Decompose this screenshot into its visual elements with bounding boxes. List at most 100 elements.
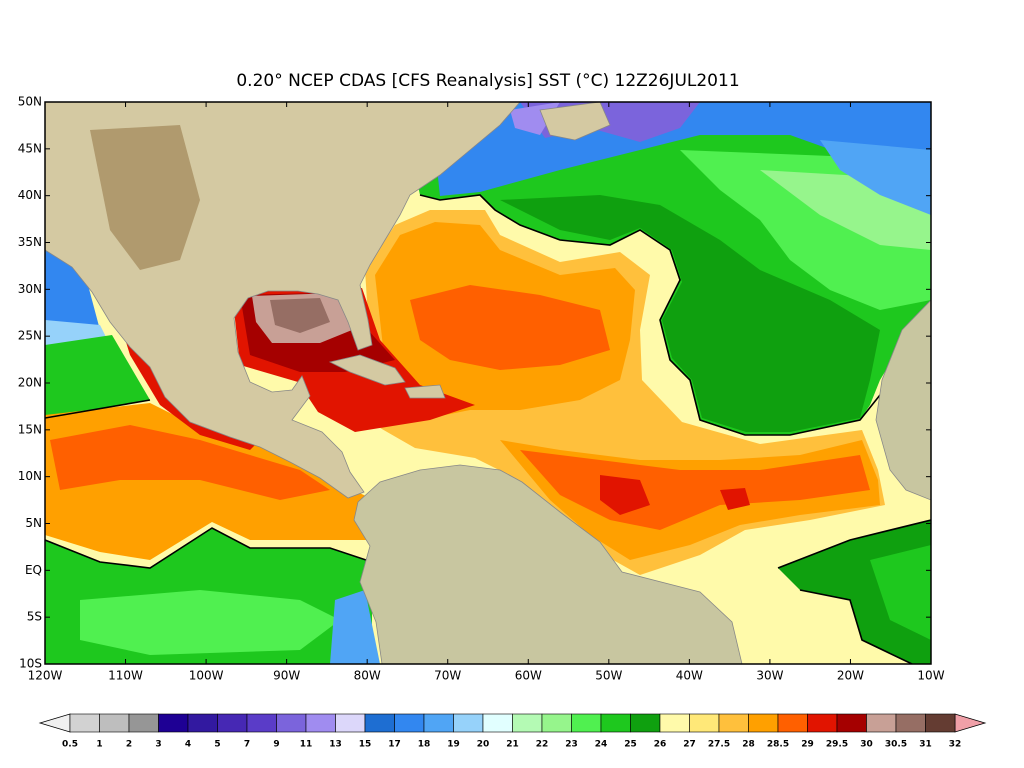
lat-label: 20N [18, 376, 42, 390]
colorbar-label: 28 [742, 740, 755, 750]
sst-zone-darkorange [50, 425, 330, 500]
lat-label: 30N [18, 282, 42, 296]
lat-label: 5N [25, 516, 42, 530]
lon-label: 80W [354, 669, 381, 683]
lat-label: 10S [19, 657, 42, 671]
colorbar-label: 26 [654, 740, 667, 750]
colorbar-box [777, 713, 808, 733]
colorbar-label: 7 [244, 740, 250, 750]
hispaniola [404, 384, 446, 399]
colorbar-box [364, 713, 395, 733]
lon-label: 110W [108, 669, 143, 683]
colorbar-box [69, 713, 100, 733]
sst-zone-red [110, 290, 260, 450]
south-america [353, 464, 743, 664]
colorbar-label: 31 [919, 740, 932, 750]
lon-label: 20W [837, 669, 864, 683]
colorbar-box [807, 713, 838, 733]
colorbar-label: 15 [359, 740, 372, 750]
lon-label: 70W [434, 669, 461, 683]
map-field [45, 102, 931, 664]
colorbar-label: 17 [388, 740, 401, 750]
contour-line [777, 519, 931, 569]
colorbar-label: 32 [949, 740, 962, 750]
colorbar-label: 4 [185, 740, 191, 750]
colorbar-box [453, 713, 484, 733]
colorbar-label: 13 [329, 740, 342, 750]
colorbar-box [187, 713, 218, 733]
colorbar-box [512, 713, 543, 733]
colorbar-label: 20 [477, 740, 490, 750]
colorbar-box [246, 713, 277, 733]
colorbar-label: 29.5 [826, 740, 848, 750]
sst-zone-blue [330, 590, 380, 664]
lon-label: 120W [28, 669, 63, 683]
colorbar-box [335, 713, 366, 733]
sst-zone-darkbrown [270, 298, 330, 333]
colorbar-box [630, 713, 661, 733]
sst-zone-darkorange [520, 450, 870, 530]
colorbar-box [895, 713, 926, 733]
colorbar-box [718, 713, 749, 733]
colorbar-label: 29 [801, 740, 814, 750]
colorbar-box [217, 713, 248, 733]
lat-label: 5S [27, 610, 42, 624]
lon-label: 100W [189, 669, 224, 683]
colorbar-label: 27 [683, 740, 696, 750]
colorbar-label: 3 [155, 740, 161, 750]
lat-label: 15N [18, 422, 42, 436]
sst-zone-red [600, 475, 650, 515]
colorbar-label: 22 [536, 740, 549, 750]
sst-zone-darkorange [410, 285, 610, 370]
lon-label: 40W [676, 669, 703, 683]
sst-zone-red [720, 488, 750, 510]
colorbar-label: 24 [595, 740, 608, 750]
africa [875, 299, 931, 501]
lat-label: 40N [18, 188, 42, 202]
lat-label: 25N [18, 329, 42, 343]
lat-label: 10N [18, 469, 42, 483]
colorbar-box [276, 713, 307, 733]
colorbar-label: 30 [860, 740, 873, 750]
colorbar-label: 5 [214, 740, 220, 750]
lon-label: 30W [756, 669, 783, 683]
colorbar-box [482, 713, 513, 733]
lat-label: 45N [18, 141, 42, 155]
colorbar-box [99, 713, 130, 733]
colorbar-box [659, 713, 690, 733]
colorbar-box [600, 713, 631, 733]
lat-label: EQ [25, 563, 42, 577]
lon-label: 50W [595, 669, 622, 683]
colorbar-label: 27.5 [708, 740, 730, 750]
colorbar-box [571, 713, 602, 733]
sst-zone-green [870, 545, 931, 640]
map-title: 0.20° NCEP CDAS [CFS Reanalysis] SST (°C… [236, 71, 739, 91]
colorbar-label: 2 [126, 740, 132, 750]
colorbar-box [866, 713, 897, 733]
colorbar-box [128, 713, 159, 733]
colorbar-box [394, 713, 425, 733]
lon-label: 10W [917, 669, 944, 683]
colorbar-label: 21 [506, 740, 519, 750]
colorbar-box [305, 713, 336, 733]
rocky-mountains [90, 125, 200, 270]
colorbar-box [925, 713, 956, 733]
colorbar-label: 25 [624, 740, 637, 750]
colorbar-label: 11 [300, 740, 313, 750]
colorbar-box [748, 713, 779, 733]
colorbar-over [954, 713, 987, 733]
colorbar-label: 28.5 [767, 740, 789, 750]
colorbar-box [689, 713, 720, 733]
colorbar-label: 18 [418, 740, 431, 750]
colorbar-box [836, 713, 867, 733]
colorbar-label: 19 [447, 740, 460, 750]
colorbar-box [423, 713, 454, 733]
colorbar-under [38, 713, 71, 733]
colorbar-label: 0.5 [62, 740, 78, 750]
lat-label: 50N [18, 95, 42, 109]
contour-line [45, 399, 151, 419]
lat-label: 35N [18, 235, 42, 249]
colorbar-box [158, 713, 189, 733]
colorbar-label: 1 [96, 740, 102, 750]
